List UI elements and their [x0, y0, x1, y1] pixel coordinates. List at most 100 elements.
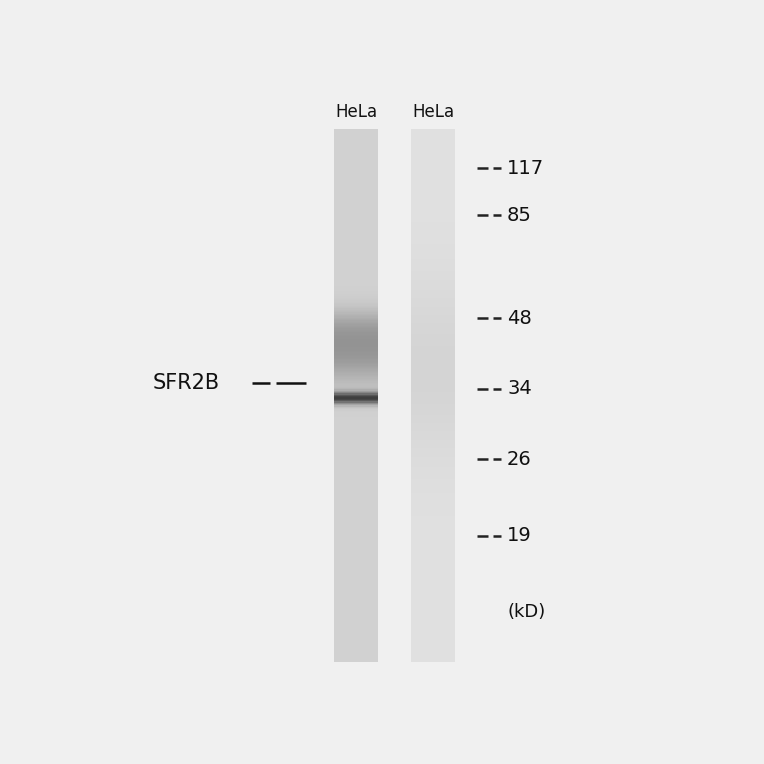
- Bar: [411, 632, 455, 634]
- Bar: [334, 479, 378, 481]
- Bar: [334, 569, 378, 571]
- Bar: [411, 212, 455, 215]
- Bar: [411, 390, 455, 392]
- Bar: [334, 562, 378, 565]
- Bar: [411, 358, 455, 360]
- Bar: [334, 235, 378, 238]
- Bar: [334, 529, 378, 532]
- Bar: [411, 428, 455, 431]
- Bar: [334, 295, 378, 298]
- Bar: [334, 320, 378, 323]
- Bar: [334, 270, 378, 272]
- Bar: [334, 472, 378, 474]
- Bar: [334, 594, 378, 596]
- Bar: [334, 219, 378, 222]
- Bar: [334, 191, 378, 194]
- Bar: [411, 465, 455, 467]
- Bar: [334, 567, 378, 569]
- Bar: [411, 476, 455, 478]
- Bar: [411, 356, 455, 359]
- Bar: [411, 508, 455, 510]
- Bar: [334, 180, 378, 183]
- Bar: [411, 163, 455, 166]
- Bar: [334, 238, 378, 241]
- Bar: [411, 468, 455, 471]
- Bar: [334, 660, 378, 662]
- Bar: [411, 507, 455, 510]
- Bar: [411, 420, 455, 422]
- Bar: [334, 393, 378, 396]
- Bar: [411, 573, 455, 576]
- Bar: [411, 646, 455, 649]
- Bar: [411, 588, 455, 591]
- Bar: [334, 648, 378, 650]
- Bar: [334, 641, 378, 644]
- Bar: [411, 342, 455, 345]
- Bar: [334, 542, 378, 544]
- Bar: [411, 649, 455, 652]
- Text: 117: 117: [507, 159, 544, 178]
- Bar: [411, 182, 455, 184]
- Bar: [411, 613, 455, 616]
- Bar: [334, 588, 378, 591]
- Bar: [411, 549, 455, 552]
- Bar: [334, 485, 378, 488]
- Bar: [334, 387, 378, 390]
- Bar: [334, 649, 378, 652]
- Bar: [411, 383, 455, 386]
- Bar: [334, 528, 378, 530]
- Bar: [334, 243, 378, 246]
- Bar: [411, 596, 455, 598]
- Bar: [334, 134, 378, 137]
- Bar: [411, 382, 455, 384]
- Bar: [411, 231, 455, 234]
- Bar: [334, 239, 378, 241]
- Bar: [411, 529, 455, 532]
- Bar: [411, 459, 455, 461]
- Bar: [334, 366, 378, 368]
- Text: 34: 34: [507, 379, 532, 398]
- Bar: [411, 291, 455, 293]
- Bar: [334, 451, 378, 453]
- Bar: [334, 605, 378, 607]
- Bar: [411, 194, 455, 196]
- Bar: [334, 303, 378, 306]
- Bar: [334, 182, 378, 184]
- Bar: [334, 508, 378, 510]
- Bar: [411, 251, 455, 254]
- Bar: [411, 408, 455, 411]
- Bar: [334, 209, 378, 211]
- Bar: [334, 623, 378, 625]
- Bar: [411, 492, 455, 494]
- Bar: [334, 361, 378, 363]
- Bar: [334, 382, 378, 384]
- Bar: [411, 404, 455, 406]
- Bar: [334, 174, 378, 176]
- Bar: [411, 157, 455, 159]
- Bar: [411, 402, 455, 404]
- Bar: [411, 178, 455, 180]
- Bar: [334, 228, 378, 231]
- Bar: [411, 227, 455, 230]
- Bar: [334, 429, 378, 432]
- Bar: [411, 429, 455, 432]
- Bar: [334, 160, 378, 163]
- Bar: [411, 581, 455, 584]
- Bar: [334, 171, 378, 174]
- Bar: [334, 155, 378, 158]
- Bar: [334, 223, 378, 225]
- Bar: [411, 165, 455, 167]
- Bar: [334, 207, 378, 210]
- Bar: [334, 279, 378, 282]
- Bar: [334, 584, 378, 587]
- Bar: [411, 189, 455, 191]
- Bar: [334, 490, 378, 492]
- Bar: [411, 271, 455, 274]
- Bar: [334, 619, 378, 621]
- Bar: [334, 180, 378, 182]
- Bar: [411, 264, 455, 267]
- Bar: [334, 589, 378, 592]
- Bar: [411, 263, 455, 266]
- Bar: [411, 316, 455, 319]
- Bar: [334, 490, 378, 494]
